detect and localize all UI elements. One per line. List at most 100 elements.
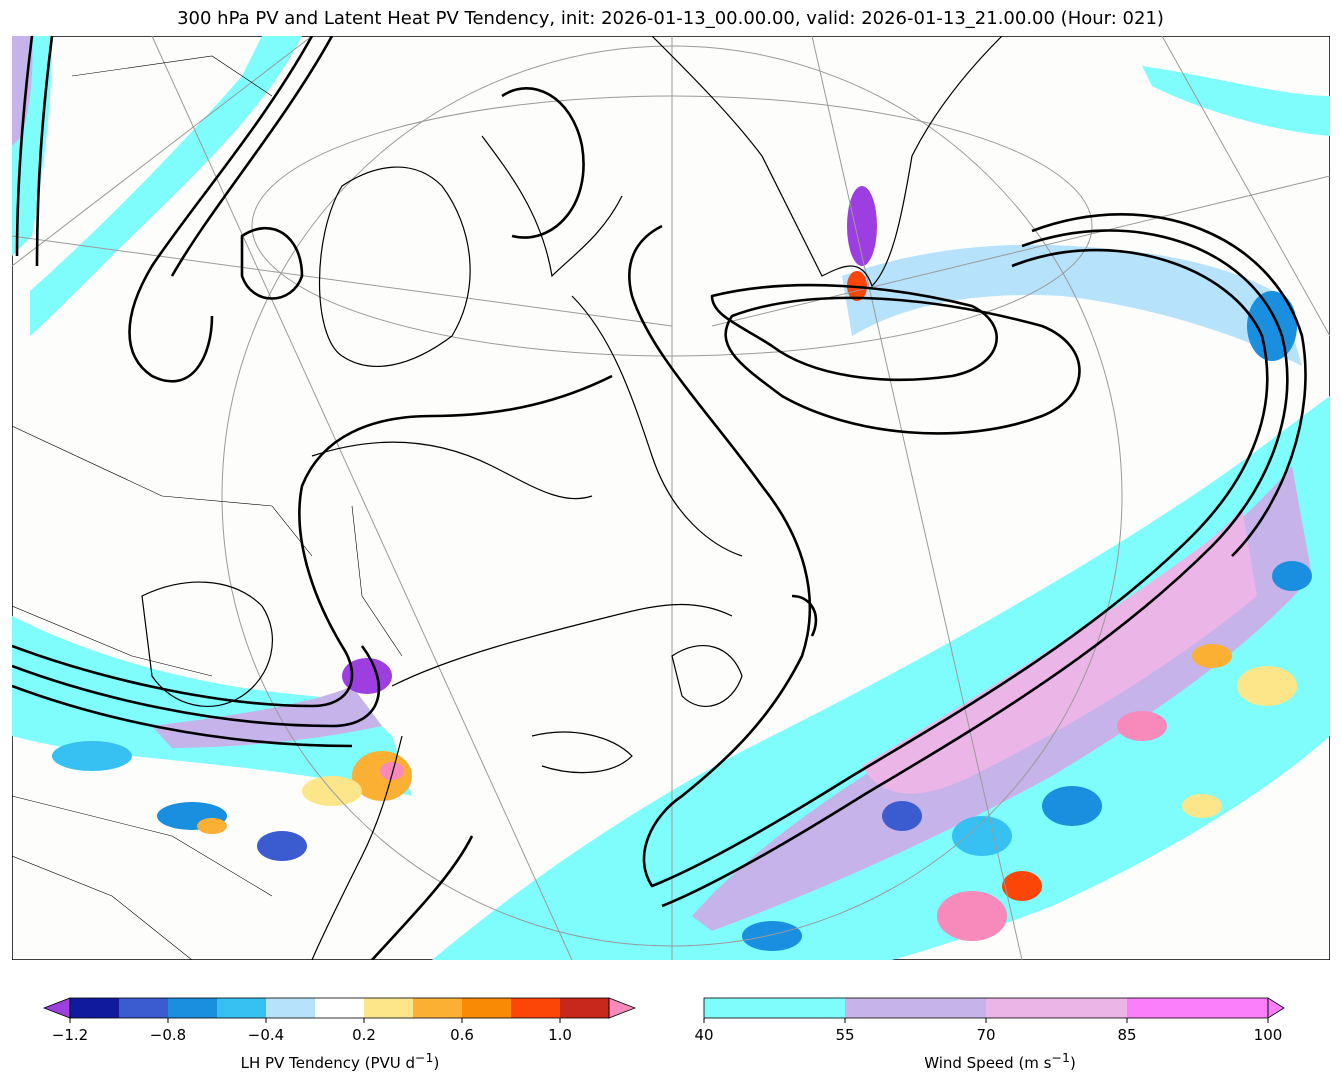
chart-title: 300 hPa PV and Latent Heat PV Tendency, … <box>177 8 1164 29</box>
wind-colorbar-svg: 40 55 70 85 100 <box>694 997 1285 1044</box>
border-line <box>12 855 193 960</box>
graticule <box>12 36 1330 960</box>
lh-blob <box>52 741 132 771</box>
pv-contour <box>710 283 998 381</box>
colorbar-box <box>704 998 845 1018</box>
lh-blob <box>1002 871 1042 901</box>
meridian-line <box>711 175 1330 327</box>
lh-blob <box>742 921 802 951</box>
colorbar-tick-label: 0.2 <box>352 1026 376 1044</box>
border-line <box>12 795 273 897</box>
lh-blob <box>1247 291 1297 361</box>
pv-contour <box>240 226 304 300</box>
pv-contours <box>12 36 1307 960</box>
lh-colorbar-svg: −1.2 −0.8 −0.4 0.2 0.6 1.0 <box>42 997 637 1044</box>
colorbar-box <box>168 998 217 1018</box>
colorbar-tick-label: 85 <box>1117 1026 1136 1044</box>
colorbar-box <box>266 998 315 1018</box>
jet-band-70 <box>862 506 1257 794</box>
wind-colorbar-ticks: 40 55 70 85 100 <box>694 1018 1282 1044</box>
jet-labrador-40 <box>842 244 1302 366</box>
pv-contour <box>35 36 54 267</box>
pv-contour <box>170 36 334 277</box>
lh-blob <box>1042 786 1102 826</box>
colorbar-tick-label: 0.6 <box>450 1026 474 1044</box>
colorbar-tick-label: −0.4 <box>248 1026 284 1044</box>
colorbar-tick-label: −0.8 <box>150 1026 186 1044</box>
colorbar-box <box>511 998 560 1018</box>
pv-contour <box>1031 213 1307 557</box>
lh-colorbar-ticks: −1.2 −0.8 −0.4 0.2 0.6 1.0 <box>52 1018 572 1044</box>
pv-contour <box>724 296 1081 435</box>
lh-blob <box>952 816 1012 856</box>
colorbar-tick-label: 1.0 <box>548 1026 572 1044</box>
pv-contour <box>12 645 380 728</box>
hudson-bay-coast <box>318 166 471 367</box>
meridian-line <box>151 36 573 960</box>
east-us-coast <box>311 735 403 960</box>
colorbar-tick-label: 40 <box>694 1026 713 1044</box>
colorbar-tick-label: 55 <box>835 1026 854 1044</box>
wind-colorbar-boxes <box>703 997 1285 1019</box>
colorbar-box <box>462 998 511 1018</box>
meridian-line <box>1161 36 1330 337</box>
colorbar-box <box>845 998 986 1018</box>
pv-contour <box>12 684 353 748</box>
jet-nw-55 <box>12 36 33 146</box>
meridian-line <box>811 36 1023 960</box>
colorbar-box <box>364 998 413 1018</box>
colorbar-box <box>315 998 364 1018</box>
colorbar-tick-label: 100 <box>1254 1026 1283 1044</box>
border-line <box>12 605 213 677</box>
meridian-line <box>12 36 313 267</box>
lh-blob <box>1117 711 1167 741</box>
lh-colorbar: −1.2 −0.8 −0.4 0.2 0.6 1.0 LH PV Tendency (PV… <box>20 990 660 1080</box>
pv-contour <box>501 87 585 239</box>
colorbar-box <box>986 998 1127 1018</box>
newfoundland <box>671 645 743 707</box>
colorbar-box <box>217 998 266 1018</box>
colorbar-box <box>70 998 119 1018</box>
colorbar-under-triangle <box>42 997 71 1019</box>
lh-blob <box>1192 644 1232 668</box>
lh-blob <box>1237 666 1297 706</box>
pv-contour <box>15 36 34 257</box>
nova-scotia <box>531 731 633 774</box>
colorbar-box <box>119 998 168 1018</box>
pv-contour <box>12 374 613 708</box>
colorbar-over-triangle <box>608 997 637 1019</box>
colorbar-tick-label: 70 <box>976 1026 995 1044</box>
lh-blob <box>380 762 404 780</box>
jet-lakes-55 <box>152 686 382 748</box>
colorbar-over-triangle <box>1267 997 1285 1019</box>
political-boundaries <box>12 55 403 960</box>
lh-blob <box>937 891 1007 941</box>
lh-blob <box>1182 794 1222 818</box>
lh-colorbar-label: LH PV Tendency (PVU d−1) <box>240 1050 440 1072</box>
colorbar-box <box>1127 998 1268 1018</box>
st-lawrence <box>391 603 733 687</box>
great-lakes <box>141 581 273 707</box>
coastlines <box>141 36 1003 960</box>
hudson-strait <box>311 441 593 500</box>
pv-contour <box>128 36 314 383</box>
pv-contour <box>791 594 818 637</box>
lh-blob <box>197 818 227 834</box>
border-line <box>12 425 313 557</box>
border-line <box>351 505 403 657</box>
colorbar-box <box>560 998 609 1018</box>
lh-blob <box>257 831 307 861</box>
colorbar-tick-label: −1.2 <box>52 1026 88 1044</box>
lh-blob <box>1272 561 1312 591</box>
map-panel <box>12 36 1330 960</box>
wind-colorbar: 40 55 70 85 100 Wind Speed (m s−1) <box>680 990 1320 1080</box>
pv-contour <box>371 835 474 960</box>
pv-contour <box>661 229 1289 908</box>
lh-pv-tendency-shading <box>52 186 1312 951</box>
jet-west-40 <box>30 36 302 336</box>
pv-contour <box>628 224 1269 888</box>
lh-colorbar-boxes <box>42 997 637 1019</box>
meridian-line <box>12 235 673 327</box>
colorbar-frame <box>69 997 610 1019</box>
lh-blob <box>847 186 877 266</box>
